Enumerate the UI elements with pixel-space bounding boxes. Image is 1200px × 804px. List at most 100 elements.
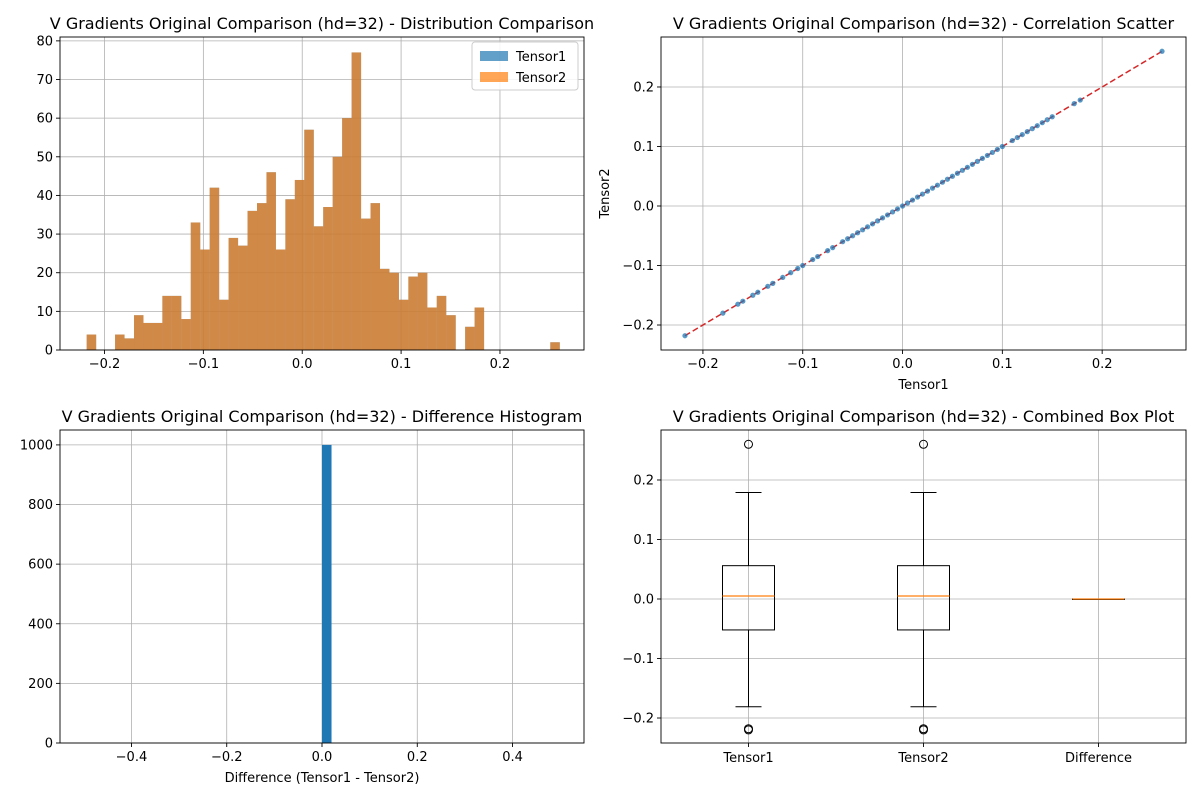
box-body — [722, 565, 775, 631]
histogram-bar-tensor2 — [171, 295, 182, 350]
x-tick-label: 0.2 — [490, 357, 511, 372]
histogram-bar-tensor2 — [370, 203, 381, 350]
histogram-bar-tensor2 — [446, 315, 456, 350]
scatter-point — [894, 206, 901, 212]
scatter-point — [788, 270, 794, 276]
scatter-point — [750, 292, 756, 298]
box-body — [897, 565, 950, 631]
y-tick-label: 80 — [36, 34, 53, 49]
histogram-bar-tensor2 — [389, 272, 399, 350]
scatter-point — [840, 239, 846, 245]
chart-title: V Gradients Original Comparison (hd=32) … — [673, 407, 1175, 426]
x-tick-label: 0.1 — [391, 357, 412, 372]
scatter-point — [974, 158, 980, 164]
scatter-point — [899, 203, 906, 209]
x-tick-label: 0.1 — [992, 357, 1013, 372]
y-tick-label: 600 — [28, 558, 53, 573]
scatter-point — [959, 167, 966, 173]
y-tick-label: 0.0 — [633, 199, 654, 214]
scatter-point — [800, 262, 806, 269]
histogram-bar-tensor2 — [380, 268, 390, 350]
box-outlier — [919, 725, 928, 735]
scatter-point — [1024, 129, 1030, 135]
scatter-point — [770, 280, 776, 286]
y-tick-label: 40 — [36, 189, 53, 204]
axes-frame — [59, 36, 585, 351]
y-tick-label: 0.2 — [633, 80, 654, 95]
scatter-point — [765, 283, 771, 289]
chart-title: V Gradients Original Comparison (hd=32) … — [673, 14, 1175, 33]
x-tick-label: 0.0 — [292, 357, 313, 372]
scatter-point — [830, 245, 836, 251]
chart-scatter: −0.2 −0.1 0.0 0.1 0.2 −0.2 −0.1 0.0 0.1 0.2 V Grad… — [598, 14, 1187, 393]
histogram-bar-tensor2 — [398, 299, 409, 350]
scatter-point — [979, 155, 985, 161]
histogram-bar-tensor2 — [408, 276, 418, 350]
scatter-point — [929, 185, 936, 191]
scatter-point — [994, 146, 1000, 153]
x-axis-label: Tensor1 — [897, 378, 948, 393]
x-category-label: Tensor2 — [897, 751, 948, 766]
chart-title: V Gradients Original Comparison (hd=32) … — [50, 14, 594, 33]
x-axis-label: Difference (Tensor1 - Tensor2) — [225, 771, 420, 786]
y-tick-label: −0.1 — [622, 652, 654, 667]
y-tick-label: −0.2 — [622, 712, 654, 727]
histogram-bar-tensor2 — [550, 342, 560, 350]
x-tick-label: −0.4 — [116, 750, 148, 765]
y-tick-label: 50 — [36, 150, 53, 165]
scatter-point — [879, 215, 886, 221]
histogram-bar-tensor2 — [238, 245, 248, 350]
histogram-bar-tensor2 — [247, 210, 258, 350]
difference-bar — [322, 444, 332, 743]
box-outlier — [744, 439, 753, 449]
y-tick-label: 0.1 — [633, 140, 654, 155]
scatter-point — [1019, 131, 1025, 138]
scatter-point — [815, 253, 821, 260]
x-tick-label: −0.2 — [211, 750, 243, 765]
scatter-point — [1044, 117, 1050, 123]
chart-dist: −0.2 −0.1 0.0 0.1 0.2 0 10 20 30 40 50 60 70 80V Grad… — [36, 14, 594, 372]
histogram-bar-tensor2 — [209, 187, 220, 350]
histogram-bar-tensor2 — [351, 52, 362, 351]
scatter-point — [964, 164, 971, 170]
x-category-label: Tensor1 — [722, 751, 773, 766]
y-tick-label: 0.0 — [633, 592, 654, 607]
y-tick-label: 0.1 — [633, 533, 654, 548]
x-tick-label: 0.2 — [407, 750, 428, 765]
scatter-point — [924, 188, 931, 194]
scatter-point — [740, 298, 746, 304]
y-axis-label: Tensor2 — [598, 168, 613, 219]
scatter-point — [720, 310, 726, 316]
y-tick-label: −0.1 — [622, 259, 654, 274]
scatter-point — [954, 170, 961, 176]
histogram-bar-tensor2 — [266, 172, 276, 350]
scatter-point — [989, 149, 995, 156]
histogram-bar-tensor2 — [304, 129, 314, 350]
x-tick-label: −0.1 — [787, 357, 819, 372]
scatter-point — [884, 212, 891, 218]
histogram-bar-tensor2 — [332, 156, 343, 350]
scatter-point — [1049, 114, 1055, 120]
scatter-point — [1077, 97, 1083, 103]
histogram-bar-tensor2 — [115, 334, 125, 350]
scatter-point — [1071, 101, 1077, 107]
x-tick-label: 0.2 — [1092, 357, 1113, 372]
y-tick-label: 200 — [28, 677, 53, 692]
histogram-bar-tensor2 — [465, 326, 475, 350]
histogram-bar-tensor2 — [219, 299, 229, 350]
histogram-bar-tensor2 — [474, 307, 485, 350]
histogram-bar-tensor2 — [342, 118, 352, 350]
scatter-point — [944, 176, 951, 182]
y-tick-label: 0 — [45, 737, 53, 752]
scatter-point — [874, 218, 881, 224]
y-tick-label: 800 — [28, 498, 53, 513]
y-tick-label: −0.2 — [622, 319, 654, 334]
scatter-point — [795, 265, 801, 272]
histogram-bar-tensor2 — [436, 295, 447, 350]
x-category-label: Difference — [1065, 751, 1132, 766]
histogram-bar-tensor2 — [285, 199, 295, 350]
scatter-point — [1029, 126, 1035, 132]
identity-line — [684, 50, 1163, 337]
